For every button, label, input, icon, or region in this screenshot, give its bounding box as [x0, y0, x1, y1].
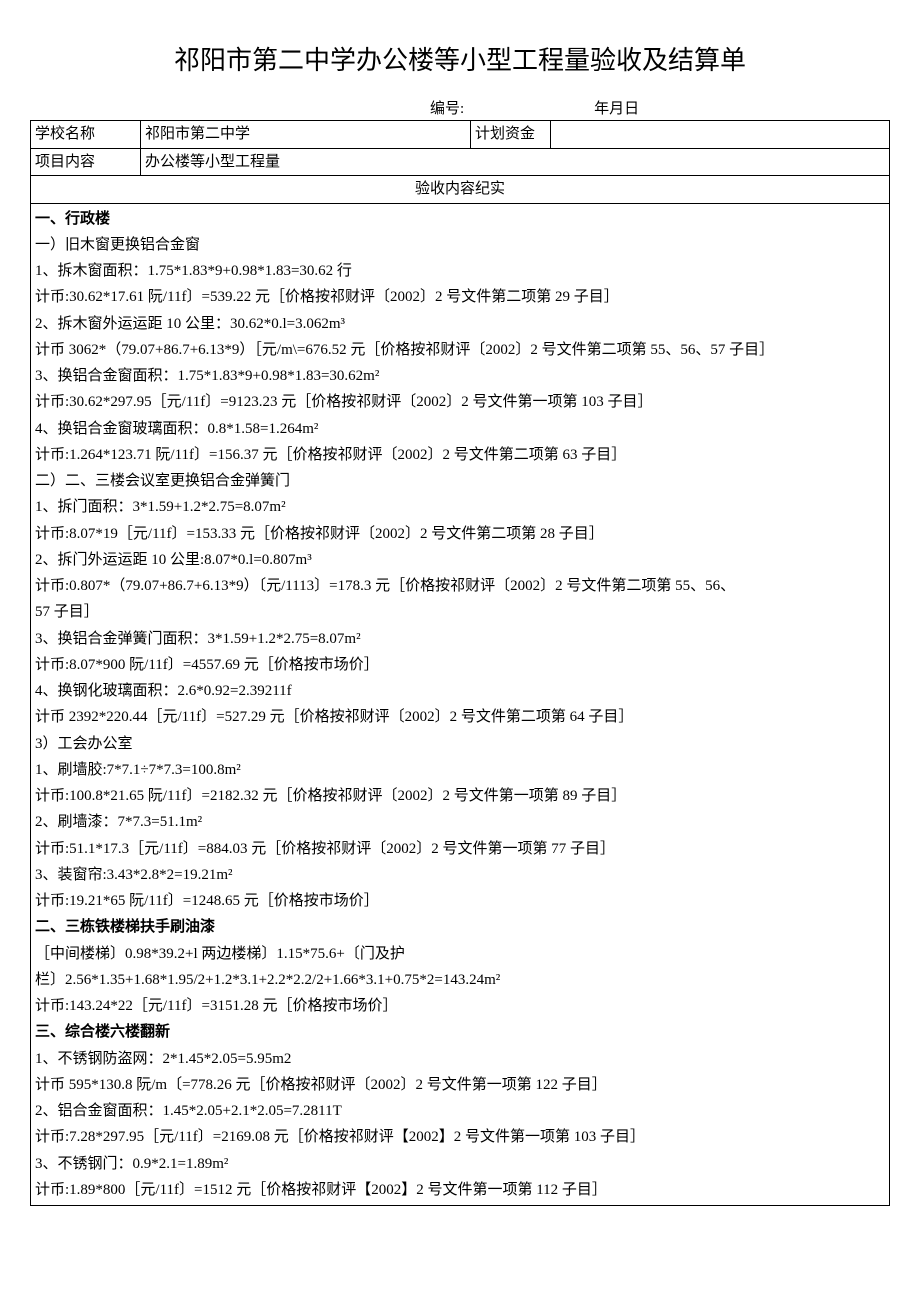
project-label: 项目内容	[31, 148, 141, 176]
content-line: 计币:30.62*17.61 阮/11f〕=539.22 元［价格按祁财评〔20…	[35, 284, 885, 310]
content-line: 计币 595*130.8 阮/m〔=778.26 元［价格按祁财评〔2002〕2…	[35, 1072, 885, 1098]
content-line: 计币:8.07*19［元/11f〕=153.33 元［价格按祁财评〔2002〕2…	[35, 521, 885, 547]
content-line: 1、拆木窗面积：1.75*1.83*9+0.98*1.83=30.62 行	[35, 258, 885, 284]
content-line: 3、装窗帘:3.43*2.8*2=19.21m²	[35, 862, 885, 888]
content-line: 计币:0.807*（79.07+86.7+6.13*9）〔元/1113〕=178…	[35, 573, 885, 599]
content-header-row: 验收内容纪实	[31, 176, 890, 204]
content-row: 一、行政楼 一）旧木窗更换铝合金窗 1、拆木窗面积：1.75*1.83*9+0.…	[31, 203, 890, 1206]
section-2-title: 二、三栋铁楼梯扶手刷油漆	[35, 914, 885, 940]
content-body: 一、行政楼 一）旧木窗更换铝合金窗 1、拆木窗面积：1.75*1.83*9+0.…	[31, 203, 890, 1206]
content-line: 计币:30.62*297.95［元/11f〕=9123.23 元［价格按祁财评〔…	[35, 389, 885, 415]
section-1-title: 一、行政楼	[35, 206, 885, 232]
content-line: 2、铝合金窗面积：1.45*2.05+2.1*2.05=7.2811T	[35, 1098, 885, 1124]
content-line: 一）旧木窗更换铝合金窗	[35, 232, 885, 258]
document-title: 祁阳市第二中学办公楼等小型工程量验收及结算单	[30, 40, 890, 77]
school-row: 学校名称 祁阳市第二中学 计划资金	[31, 121, 890, 149]
content-line: 计币:100.8*21.65 阮/11f〕=2182.32 元［价格按祁财评〔2…	[35, 783, 885, 809]
content-line: 计币:7.28*297.95［元/11f〕=2169.08 元［价格按祁财评【2…	[35, 1124, 885, 1150]
content-line: ［中间楼梯〕0.98*39.2+l 两边楼梯〕1.15*75.6+〔门及护	[35, 941, 885, 967]
content-header: 验收内容纪实	[31, 176, 890, 204]
header-meta-row: 编号: 年月日	[30, 97, 890, 118]
content-line: 4、换铝合金窗玻璃面积：0.8*1.58=1.264m²	[35, 416, 885, 442]
content-line: 计币:19.21*65 阮/11f〕=1248.65 元［价格按市场价］	[35, 888, 885, 914]
content-line: 3、不锈钢门：0.9*2.1=1.89m²	[35, 1151, 885, 1177]
content-line: 57 子目］	[35, 599, 885, 625]
content-line: 计币 3062*（79.07+86.7+6.13*9）［元/m\=676.52 …	[35, 337, 885, 363]
content-line: 栏〕2.56*1.35+1.68*1.95/2+1.2*3.1+2.2*2.2/…	[35, 967, 885, 993]
content-line: 计币 2392*220.44［元/11f〕=527.29 元［价格按祁财评〔20…	[35, 704, 885, 730]
content-line: 3、换铝合金窗面积：1.75*1.83*9+0.98*1.83=30.62m²	[35, 363, 885, 389]
content-line: 计币:1.89*800［元/11f〕=1512 元［价格按祁财评【2002】2 …	[35, 1177, 885, 1203]
school-label: 学校名称	[31, 121, 141, 149]
content-line: 3）工会办公室	[35, 731, 885, 757]
content-line: 3、换铝合金弹簧门面积：3*1.59+1.2*2.75=8.07m²	[35, 626, 885, 652]
doc-date: 年月日	[594, 97, 639, 118]
project-value: 办公楼等小型工程量	[141, 148, 890, 176]
section-3-title: 三、综合楼六楼翻新	[35, 1019, 885, 1045]
main-table: 学校名称 祁阳市第二中学 计划资金 项目内容 办公楼等小型工程量 验收内容纪实 …	[30, 120, 890, 1206]
content-line: 1、不锈钢防盗网：2*1.45*2.05=5.95m2	[35, 1046, 885, 1072]
fund-value	[551, 121, 890, 149]
content-line: 4、换钢化玻璃面积：2.6*0.92=2.39211f	[35, 678, 885, 704]
content-line: 计币:1.264*123.71 阮/11f〕=156.37 元［价格按祁财评〔2…	[35, 442, 885, 468]
content-line: 二）二、三楼会议室更换铝合金弹簧门	[35, 468, 885, 494]
content-line: 计币:143.24*22［元/11f〕=3151.28 元［价格按市场价］	[35, 993, 885, 1019]
content-line: 2、刷墙漆：7*7.3=51.1m²	[35, 809, 885, 835]
content-line: 1、刷墙胶:7*7.1÷7*7.3=100.8m²	[35, 757, 885, 783]
content-line: 1、拆门面积：3*1.59+1.2*2.75=8.07m²	[35, 494, 885, 520]
doc-number-label: 编号:	[430, 97, 464, 118]
school-value: 祁阳市第二中学	[141, 121, 471, 149]
fund-label: 计划资金	[471, 121, 551, 149]
content-line: 计币:51.1*17.3［元/11f〕=884.03 元［价格按祁财评〔2002…	[35, 836, 885, 862]
content-line: 计币:8.07*900 阮/11f〕=4557.69 元［价格按市场价］	[35, 652, 885, 678]
project-row: 项目内容 办公楼等小型工程量	[31, 148, 890, 176]
content-line: 2、拆门外运运距 10 公里:8.07*0.l=0.807m³	[35, 547, 885, 573]
content-line: 2、拆木窗外运运距 10 公里：30.62*0.l=3.062m³	[35, 311, 885, 337]
